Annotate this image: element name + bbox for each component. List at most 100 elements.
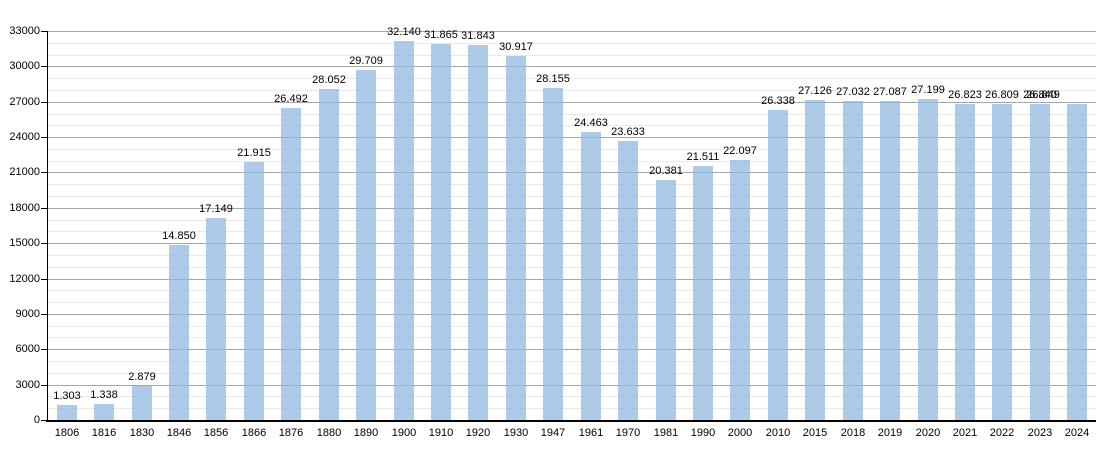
bar-1900 (394, 41, 414, 420)
x-tick-label-1930: 1930 (503, 427, 529, 439)
bar-1961 (581, 132, 601, 420)
bar-1846 (169, 245, 189, 420)
x-tick-label-1990: 1990 (690, 427, 716, 439)
bar-1890 (356, 70, 376, 420)
gridline-minor (48, 55, 1096, 56)
x-tick-label-2022: 2022 (989, 427, 1015, 439)
x-tick-label-2024: 2024 (1064, 427, 1090, 439)
y-axis-tick (41, 420, 48, 421)
value-label-1876: 26.492 (274, 93, 308, 105)
y-axis-tick (41, 279, 48, 280)
value-label-2018: 27.032 (836, 86, 870, 98)
gridline-major (48, 31, 1096, 32)
value-label-2021: 26.823 (948, 89, 982, 101)
y-tick-label-0: 0 (33, 414, 40, 426)
value-label-1910: 31.865 (424, 29, 458, 41)
bar-1920 (468, 45, 488, 420)
gridline-minor (48, 114, 1096, 115)
x-tick-label-1890: 1890 (353, 427, 379, 439)
x-tick-label-2020: 2020 (915, 427, 941, 439)
bar-2000 (730, 160, 750, 420)
y-tick-label-12000: 12000 (9, 273, 40, 285)
bar-1990 (693, 166, 713, 420)
y-tick-label-6000: 6000 (15, 343, 40, 355)
y-tick-label-3000: 3000 (15, 379, 40, 391)
bar-2020 (918, 99, 938, 420)
x-tick-label-1961: 1961 (578, 427, 604, 439)
x-tick-label-2019: 2019 (877, 427, 903, 439)
bar-1830 (132, 386, 152, 420)
y-axis-tick (41, 172, 48, 173)
x-axis-line (46, 420, 1096, 422)
value-label-2010: 26.338 (761, 95, 795, 107)
x-tick-label-1920: 1920 (465, 427, 491, 439)
x-tick-label-2015: 2015 (802, 427, 828, 439)
x-tick-label-1876: 1876 (278, 427, 304, 439)
value-label-2000: 22.097 (723, 145, 757, 157)
y-tick-label-27000: 27000 (9, 96, 40, 108)
value-label-1830: 2.879 (128, 371, 156, 383)
y-axis-tick (41, 66, 48, 67)
gridline-major (48, 137, 1096, 138)
value-label-2020: 27.199 (911, 84, 945, 96)
bar-1806 (57, 405, 77, 420)
y-tick-label-33000: 33000 (9, 25, 40, 37)
bar-1981 (656, 180, 676, 420)
y-axis-line (47, 31, 48, 421)
y-axis-tick (41, 137, 48, 138)
value-label-1890: 29.709 (349, 55, 383, 67)
bar-1947 (543, 88, 563, 420)
x-tick-label-1846: 1846 (166, 427, 192, 439)
y-tick-label-9000: 9000 (15, 308, 40, 320)
x-tick-label-1970: 1970 (615, 427, 641, 439)
bar-1876 (281, 108, 301, 420)
bar-1910 (431, 44, 451, 420)
value-label-2015: 27.126 (798, 85, 832, 97)
value-label-1816: 1.338 (90, 389, 118, 401)
bar-2023 (1030, 104, 1050, 420)
x-tick-label-2010: 2010 (765, 427, 791, 439)
value-label-1920: 31.843 (461, 30, 495, 42)
x-tick-label-1806: 1806 (54, 427, 80, 439)
value-label-1981: 20.381 (649, 165, 683, 177)
bar-1856 (206, 218, 226, 420)
x-tick-label-1900: 1900 (391, 427, 417, 439)
bar-1930 (506, 56, 526, 420)
x-tick-label-2023: 2023 (1027, 427, 1053, 439)
x-tick-label-1981: 1981 (653, 427, 679, 439)
value-label-1947: 28.155 (536, 73, 570, 85)
y-tick-label-15000: 15000 (9, 237, 40, 249)
gridline-minor (48, 161, 1096, 162)
value-label-1961: 24.463 (574, 117, 608, 129)
gridline-minor (48, 184, 1096, 185)
value-label-1846: 14.850 (162, 230, 196, 242)
bar-2024 (1067, 104, 1087, 420)
x-tick-label-1830: 1830 (129, 427, 155, 439)
bar-2022 (992, 104, 1012, 420)
bar-1970 (618, 141, 638, 420)
bar-2015 (805, 100, 825, 420)
y-tick-label-21000: 21000 (9, 166, 40, 178)
value-label-2019: 27.087 (873, 86, 907, 98)
value-label-1880: 28.052 (312, 74, 346, 86)
value-label-1856: 17.149 (199, 203, 233, 215)
y-axis-tick (41, 102, 48, 103)
y-tick-label-30000: 30000 (9, 60, 40, 72)
gridline-major (48, 66, 1096, 67)
value-label-1990: 21.511 (686, 151, 720, 163)
value-label-2023: 26.840 (1023, 89, 1057, 101)
x-tick-label-1866: 1866 (241, 427, 267, 439)
bar-1816 (94, 404, 114, 420)
bar-2010 (768, 110, 788, 420)
bar-2021 (955, 104, 975, 420)
bar-1866 (244, 162, 264, 420)
value-label-2024: 26.849 (1026, 89, 1060, 101)
gridline-minor (48, 149, 1096, 150)
bar-2018 (843, 101, 863, 420)
x-tick-label-1880: 1880 (316, 427, 342, 439)
x-tick-label-1816: 1816 (91, 427, 117, 439)
y-axis-tick (41, 208, 48, 209)
x-tick-label-1910: 1910 (428, 427, 454, 439)
x-tick-label-2021: 2021 (952, 427, 978, 439)
